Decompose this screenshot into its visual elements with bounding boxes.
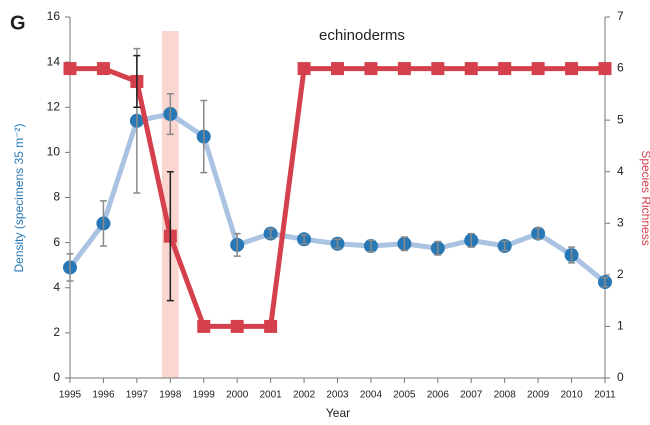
marker	[63, 62, 77, 76]
y-tick-label: 16	[47, 9, 61, 23]
x-tick-label: 1996	[92, 390, 115, 401]
y2-tick-label: 6	[617, 61, 624, 75]
error-bar	[166, 92, 174, 136]
marker	[464, 62, 478, 76]
marker	[531, 62, 545, 76]
error-bar	[267, 228, 275, 239]
x-axis-label: Year	[326, 406, 350, 420]
y-tick-label: 12	[47, 99, 61, 113]
x-tick-label: 2004	[360, 390, 383, 401]
marker	[498, 62, 512, 76]
error-bar	[534, 227, 542, 240]
marker	[96, 62, 110, 76]
marker	[397, 62, 411, 76]
marker	[264, 319, 278, 333]
error-bar	[501, 240, 509, 252]
x-tick-label: 2006	[427, 390, 450, 401]
x-tick-label: 2008	[494, 390, 517, 401]
x-tick-label: 1995	[59, 390, 82, 401]
x-tick-label: 2000	[226, 390, 249, 401]
x-tick-label: 2001	[260, 390, 283, 401]
error-bar	[400, 236, 408, 252]
y-tick-label: 0	[53, 370, 60, 384]
error-bar	[133, 54, 141, 108]
x-tick-label: 2003	[326, 390, 349, 401]
x-tick-label: 2010	[560, 390, 583, 401]
x-tick-label: 1997	[126, 390, 149, 401]
marker	[364, 62, 378, 76]
y-axis-label: Density (specimens 35 m⁻²)	[12, 123, 26, 272]
x-tick-label: 2009	[527, 390, 550, 401]
y-tick-label: 8	[53, 190, 60, 204]
error-bar	[233, 232, 241, 257]
error-bar	[166, 170, 174, 302]
y2-tick-label: 2	[617, 267, 624, 281]
x-tick-label: 1998	[159, 390, 182, 401]
x-tick-label: 1999	[193, 390, 216, 401]
x-tick-label: 2007	[460, 390, 483, 401]
y-tick-label: 14	[47, 54, 61, 68]
y2-tick-label: 4	[617, 164, 624, 178]
marker	[230, 319, 244, 333]
error-bar	[601, 276, 609, 288]
y2-tick-label: 3	[617, 215, 624, 229]
marker	[598, 62, 612, 76]
y2-axis-label: Species Richness	[639, 150, 650, 245]
marker	[331, 62, 344, 76]
error-bar	[334, 238, 341, 250]
y-tick-label: 2	[53, 325, 60, 339]
y2-tick-label: 0	[617, 370, 624, 384]
y2-tick-label: 5	[617, 112, 624, 126]
x-tick-label: 2005	[393, 390, 416, 401]
panel-label: G	[10, 12, 26, 34]
error-bar	[99, 200, 107, 247]
error-bar	[200, 99, 208, 174]
error-bar	[434, 240, 442, 256]
error-bar	[300, 233, 308, 245]
marker	[565, 62, 579, 76]
y2-tick-label: 1	[617, 319, 624, 333]
y-tick-label: 10	[47, 145, 61, 159]
error-bar	[367, 239, 375, 253]
x-tick-label: 2011	[594, 390, 616, 401]
error-bar	[467, 232, 475, 248]
marker	[431, 62, 445, 76]
marker	[297, 62, 311, 76]
y-tick-label: 4	[53, 280, 60, 294]
error-bar	[66, 253, 74, 282]
y2-tick-label: 7	[617, 9, 624, 23]
chart-title: echinoderms	[319, 27, 405, 44]
error-bar	[568, 246, 576, 264]
y-tick-label: 6	[53, 235, 60, 249]
series-line	[70, 66, 605, 329]
x-tick-label: 2002	[293, 390, 316, 401]
marker	[197, 319, 211, 333]
